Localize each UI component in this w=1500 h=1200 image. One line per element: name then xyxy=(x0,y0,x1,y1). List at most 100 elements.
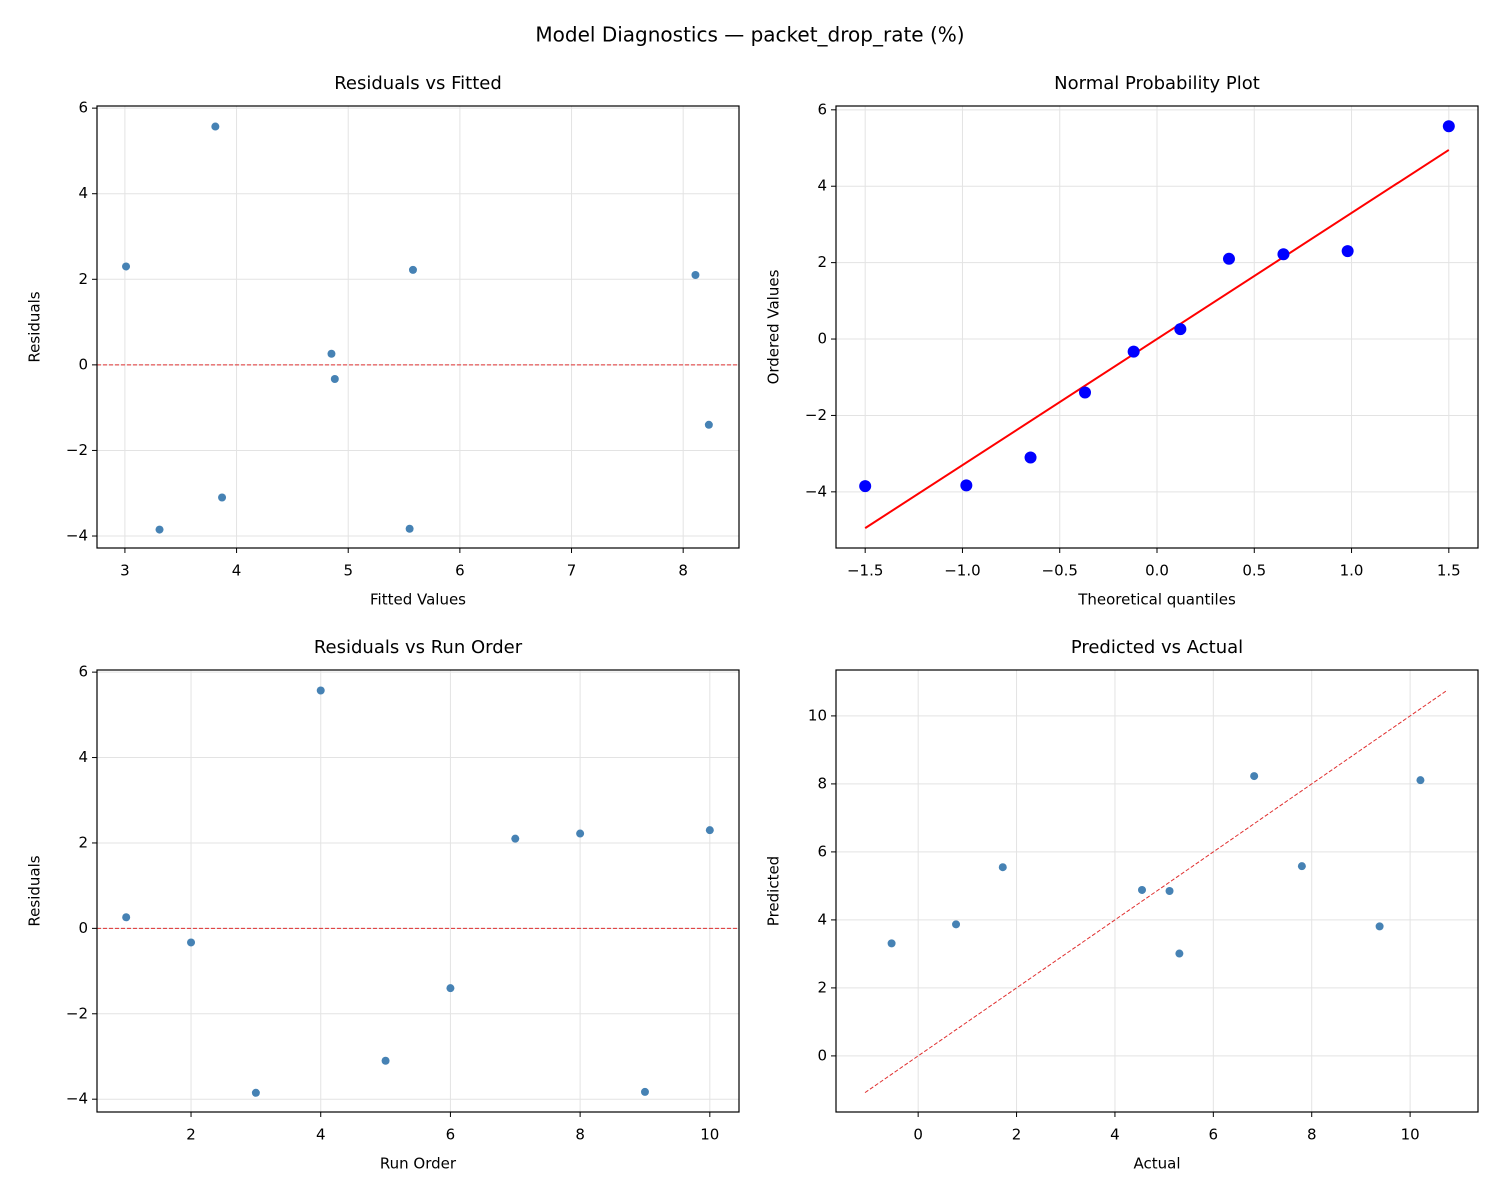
data-point xyxy=(251,1088,260,1097)
y-tick-label: 2 xyxy=(817,978,827,996)
x-tick-label: −1.0 xyxy=(944,562,980,580)
y-tick-label: 2 xyxy=(78,270,88,288)
y-tick-label: −2 xyxy=(66,441,88,459)
data-point xyxy=(859,480,872,493)
data-point xyxy=(887,939,896,948)
x-tick-label: 1.0 xyxy=(1340,562,1364,580)
x-tick-label: 3 xyxy=(120,562,130,580)
y-tick-label: 0 xyxy=(78,355,88,373)
plot-frame xyxy=(835,105,1479,549)
y-axis-label: Ordered Values xyxy=(765,269,783,384)
x-tick-label: 6 xyxy=(1209,1126,1219,1144)
data-point xyxy=(1174,323,1187,336)
y-tick-label: 0 xyxy=(78,919,88,937)
data-point xyxy=(704,420,713,429)
y-tick-label: 2 xyxy=(817,253,827,271)
x-axis-label: Fitted Values xyxy=(370,591,466,609)
y-tick-label: −4 xyxy=(66,527,88,545)
x-tick-label: 6 xyxy=(455,562,465,580)
x-tick-label: 7 xyxy=(567,562,577,580)
x-tick-label: −1.5 xyxy=(847,562,883,580)
y-tick-label: 8 xyxy=(817,774,827,792)
data-point xyxy=(960,479,973,492)
x-tick-label: 2 xyxy=(186,1126,196,1144)
data-point xyxy=(405,524,414,533)
x-tick-label: 4 xyxy=(232,562,242,580)
data-point xyxy=(1250,772,1259,781)
subplot-title: Predicted vs Actual xyxy=(1071,637,1243,658)
y-tick-label: 0 xyxy=(817,330,827,348)
x-tick-label: 10 xyxy=(700,1126,719,1144)
data-point xyxy=(446,984,455,993)
data-point xyxy=(1127,345,1140,358)
y-tick-label: 4 xyxy=(78,184,88,202)
y-tick-label: 2 xyxy=(78,833,88,851)
data-point xyxy=(1341,245,1354,258)
x-tick-label: −0.5 xyxy=(1042,562,1078,580)
data-point xyxy=(316,686,325,695)
data-point xyxy=(998,863,1007,872)
data-point xyxy=(576,829,585,838)
y-tick-label: −2 xyxy=(66,1004,88,1022)
x-tick-label: 8 xyxy=(575,1126,585,1144)
data-point xyxy=(381,1056,390,1065)
y-tick-label: 4 xyxy=(817,177,827,195)
data-point xyxy=(1222,252,1235,265)
y-tick-label: 6 xyxy=(817,100,827,118)
data-point xyxy=(187,938,196,947)
data-point xyxy=(640,1087,649,1096)
x-tick-label: 1.5 xyxy=(1437,562,1461,580)
data-point xyxy=(408,265,417,274)
x-tick-label: 2 xyxy=(1012,1126,1022,1144)
x-axis-label: Run Order xyxy=(380,1155,457,1173)
data-point xyxy=(330,374,339,383)
data-point xyxy=(691,271,700,280)
data-point xyxy=(1277,248,1290,261)
y-tick-label: 6 xyxy=(817,842,827,860)
data-point xyxy=(1416,776,1425,785)
y-tick-label: 0 xyxy=(817,1046,827,1064)
data-point xyxy=(218,493,227,502)
subplot-title: Residuals vs Run Order xyxy=(314,637,523,658)
data-point xyxy=(122,262,131,271)
y-tick-label: 6 xyxy=(78,99,88,117)
data-point xyxy=(122,913,131,922)
data-point xyxy=(1375,922,1384,931)
y-tick-label: −4 xyxy=(805,482,827,500)
figure-title: Model Diagnostics — packet_drop_rate (%) xyxy=(535,23,964,47)
data-point xyxy=(1297,862,1306,871)
x-tick-label: 8 xyxy=(1307,1126,1317,1144)
data-point xyxy=(1175,949,1184,958)
y-axis-label: Residuals xyxy=(26,855,44,926)
data-point xyxy=(511,834,520,843)
y-tick-label: 6 xyxy=(78,663,88,681)
x-tick-label: 0.5 xyxy=(1242,562,1266,580)
y-tick-label: 10 xyxy=(808,706,827,724)
x-tick-label: 4 xyxy=(1110,1126,1120,1144)
data-point xyxy=(1137,885,1146,894)
data-point xyxy=(155,525,164,534)
data-point xyxy=(952,920,961,929)
y-tick-label: 4 xyxy=(78,748,88,766)
x-tick-label: 6 xyxy=(446,1126,456,1144)
fit-line xyxy=(864,149,1450,529)
data-point xyxy=(705,826,714,835)
subplot-title: Normal Probability Plot xyxy=(1054,73,1260,94)
y-tick-label: −2 xyxy=(805,406,827,424)
plot-frame xyxy=(96,105,740,549)
x-tick-label: 8 xyxy=(678,562,688,580)
x-tick-label: 5 xyxy=(343,562,353,580)
data-point xyxy=(1165,887,1174,895)
data-point xyxy=(1442,120,1455,133)
subplot-title: Residuals vs Fitted xyxy=(334,73,502,94)
y-tick-label: −4 xyxy=(66,1090,88,1108)
data-point xyxy=(327,349,336,358)
plot-frame xyxy=(96,669,740,1113)
data-point xyxy=(1079,386,1092,399)
data-point xyxy=(211,122,220,131)
data-point xyxy=(1024,451,1037,464)
y-tick-label: 4 xyxy=(817,910,827,928)
y-axis-label: Predicted xyxy=(765,856,783,926)
x-tick-label: 0.0 xyxy=(1145,562,1169,580)
